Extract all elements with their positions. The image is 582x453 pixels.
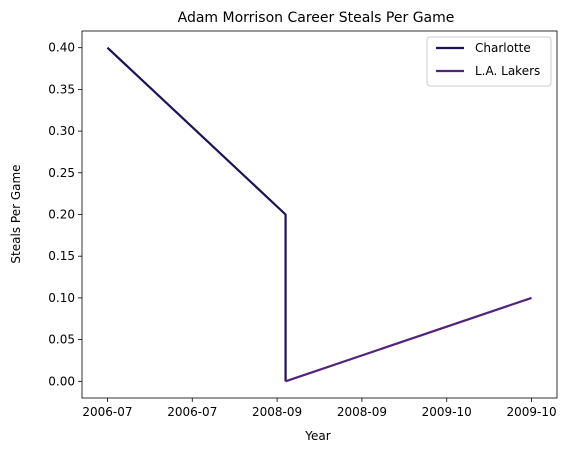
x-tick-label: 2009-10: [422, 405, 472, 419]
y-axis: 0.00 0.05 0.10 0.15 0.20 0.25 0.30 0.35 0.40: [48, 41, 82, 388]
series-line-l-a-lakers: [285, 296, 532, 383]
series-line-charlotte: [106, 46, 287, 382]
x-tick-label: 2006-07: [167, 405, 217, 419]
y-tick-label: 0.15: [48, 249, 75, 263]
series-layer: [106, 46, 532, 383]
y-tick-label: 0.00: [48, 374, 75, 388]
x-tick-label: 2009-10: [506, 405, 556, 419]
y-tick-label: 0.10: [48, 291, 75, 305]
x-tick-label: 2008-09: [337, 405, 387, 419]
legend-box: [426, 36, 552, 87]
plot-area: [81, 30, 558, 399]
x-axis: 2006-07 2006-07 2008-09 2008-09 2009-10 2009-…: [82, 398, 557, 419]
x-tick-label: 2008-09: [252, 405, 302, 419]
y-axis-label: Steals Per Game: [9, 164, 23, 263]
x-tick-label: 2006-07: [82, 405, 132, 419]
y-tick-label: 0.05: [48, 333, 75, 347]
legend-label-charlotte: Charlotte: [475, 41, 531, 55]
y-tick-label: 0.25: [48, 166, 75, 180]
y-tick-label: 0.40: [48, 41, 75, 55]
chart-title: Adam Morrison Career Steals Per Game: [178, 10, 455, 26]
y-tick-label: 0.20: [48, 208, 75, 222]
legend-label-la-lakers: L.A. Lakers: [475, 64, 540, 78]
y-tick-label: 0.35: [48, 82, 75, 96]
legend: Charlotte L.A. Lakers: [426, 36, 552, 87]
x-axis-label: Year: [304, 429, 330, 443]
y-tick-label: 0.30: [48, 124, 75, 138]
